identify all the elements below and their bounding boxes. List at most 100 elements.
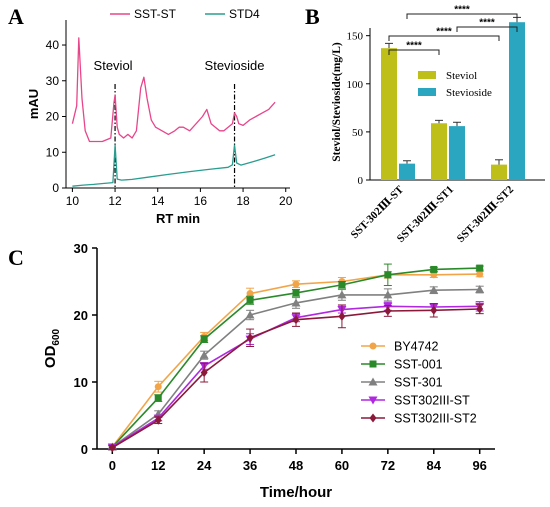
data-point — [154, 383, 162, 391]
y-tick-label: 0 — [81, 442, 88, 457]
significance-label: **** — [406, 41, 422, 52]
category-label: SST-302Ⅲ-ST2 — [455, 183, 517, 245]
data-point — [475, 285, 485, 294]
data-point — [476, 270, 484, 278]
significance-bracket — [456, 26, 518, 32]
x-tick-label: 24 — [197, 458, 212, 473]
significance-bracket — [388, 35, 500, 41]
data-point — [246, 296, 254, 304]
data-point — [430, 305, 438, 315]
x-tick-label: 96 — [472, 458, 486, 473]
legend-label: SST-001 — [394, 358, 443, 372]
y-tick-label: 20 — [46, 110, 60, 124]
legend-label: Steviol — [446, 70, 477, 82]
x-tick-label: 60 — [335, 458, 349, 473]
y-tick-label: 10 — [46, 145, 60, 159]
y-tick-label: 0 — [52, 181, 59, 195]
y-tick-label: 20 — [74, 308, 88, 323]
data-point — [245, 310, 255, 319]
data-point — [154, 394, 162, 402]
bar-chart-panel: 0 50 100 150 Steviol/Stevioside(mg/L) SST-302… — [331, 5, 545, 245]
data-point — [199, 350, 209, 359]
significance-bracket — [388, 49, 440, 55]
x-tick-label: 12 — [151, 458, 165, 473]
significance-bracket — [406, 13, 518, 19]
bar — [399, 163, 415, 180]
y-axis-title: Steviol/Stevioside(mg/L) — [331, 42, 343, 162]
data-point — [430, 265, 438, 273]
data-point — [368, 396, 378, 405]
y-tick-label: 30 — [74, 241, 88, 256]
data-point — [384, 271, 392, 279]
y-tick-label: 50 — [352, 127, 364, 139]
legend-label: STD4 — [229, 7, 260, 21]
growth-curve-panel: 0 12 24 36 48 60 72 84 96 0 10 20 30 Time/hour OD600 BY… — [42, 241, 495, 501]
data-point — [368, 377, 378, 386]
x-tick-label: 10 — [66, 194, 80, 208]
legend-label: SST-ST — [134, 7, 177, 21]
legend-label: SST-301 — [394, 376, 443, 390]
data-point — [384, 306, 392, 316]
bar — [509, 22, 525, 180]
x-tick-label: 48 — [289, 458, 303, 473]
x-axis-title: RT min — [156, 211, 200, 226]
series-line — [71, 37, 276, 143]
y-axis-title: mAU — [26, 89, 41, 119]
panel-label-b: B — [305, 4, 320, 29]
data-point — [338, 281, 346, 289]
data-point — [108, 443, 116, 453]
chromatogram-panel: 10 12 14 16 18 20 0 10 20 30 40 RT min mAU Steviol Ste… — [26, 7, 293, 226]
panel-label-c: C — [8, 245, 24, 270]
legend-label: SST302III-ST — [394, 394, 470, 408]
data-point — [292, 289, 300, 297]
significance-label: **** — [479, 18, 495, 29]
peak-annotation: Stevioside — [205, 58, 265, 73]
panel-label-a: A — [8, 4, 24, 29]
data-point — [338, 311, 346, 321]
significance-label: **** — [454, 5, 470, 16]
y-tick-label: 0 — [358, 175, 364, 187]
x-tick-label: 12 — [108, 194, 122, 208]
data-point — [369, 342, 377, 350]
significance-label: **** — [436, 27, 452, 38]
data-point — [476, 304, 484, 314]
y-axis-title: OD600 — [42, 328, 62, 368]
legend-label: Stevioside — [446, 87, 492, 99]
bar — [491, 164, 507, 180]
y-tick-label: 10 — [74, 375, 88, 390]
peak-annotation: Steviol — [94, 58, 133, 73]
legend-label: BY4742 — [394, 340, 439, 354]
data-point — [369, 360, 377, 368]
x-tick-label: 84 — [427, 458, 442, 473]
x-tick-label: 14 — [151, 194, 165, 208]
x-axis-title: Time/hour — [260, 484, 332, 501]
x-tick-label: 72 — [381, 458, 395, 473]
data-point — [291, 298, 301, 307]
legend-swatch — [418, 71, 436, 79]
data-point — [337, 290, 347, 299]
data-point — [369, 413, 377, 423]
data-point — [200, 335, 208, 343]
data-point — [292, 280, 300, 288]
x-tick-label: 36 — [243, 458, 257, 473]
y-tick-label: 30 — [46, 74, 60, 88]
series-line — [72, 144, 276, 187]
y-tick-label: 100 — [347, 79, 364, 91]
data-point — [429, 285, 439, 294]
bar — [449, 126, 465, 180]
data-point — [246, 290, 254, 298]
bar — [381, 48, 397, 181]
x-tick-label: 18 — [236, 194, 250, 208]
data-point — [430, 271, 438, 279]
data-point — [292, 315, 300, 325]
data-point — [154, 415, 162, 425]
data-point — [246, 333, 254, 343]
legend-swatch — [418, 88, 436, 96]
data-point — [476, 264, 484, 272]
bar — [431, 123, 447, 180]
y-tick-label: 40 — [46, 38, 60, 52]
x-tick-label: 20 — [279, 194, 293, 208]
legend-label: SST302III-ST2 — [394, 412, 477, 426]
x-tick-label: 16 — [194, 194, 208, 208]
